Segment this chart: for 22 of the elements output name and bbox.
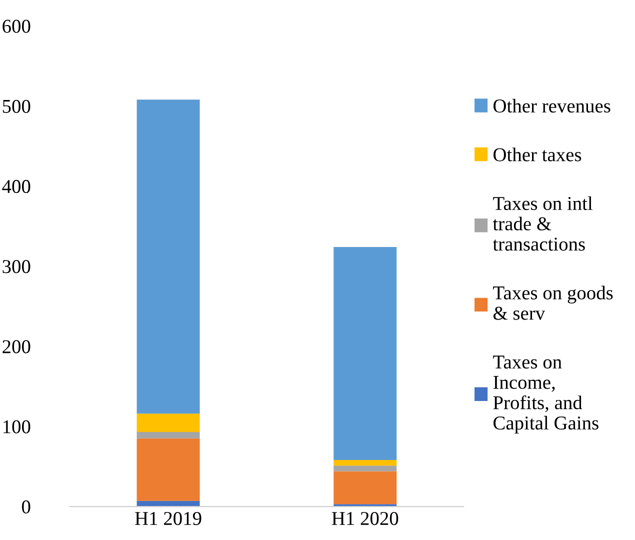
- x-tick-label: H1 2019: [135, 512, 202, 526]
- y-tick-label: 300: [2, 260, 30, 274]
- bar: [136, 432, 200, 438]
- y-tick-label: 400: [2, 180, 30, 194]
- bar: [334, 466, 397, 472]
- bar: [334, 471, 397, 504]
- legend-label: Taxes on intl trade & transactions: [492, 196, 592, 251]
- y-tick-label: 0: [22, 500, 30, 514]
- bar: [136, 100, 200, 414]
- bar: [334, 246, 397, 460]
- bar: [334, 460, 397, 466]
- bar: [136, 414, 200, 432]
- legend-label: Taxes on goods & serv: [493, 286, 613, 320]
- legend-label: Other taxes: [494, 148, 582, 162]
- y-tick-label: 100: [4, 420, 30, 434]
- x-tick-label: H1 2020: [332, 512, 398, 526]
- y-tick-label: 600: [2, 20, 30, 33]
- legend-label: Taxes on Income, Profits, and Capital Gains: [493, 356, 598, 434]
- y-tick-label: 500: [2, 100, 30, 113]
- y-tick-label: 200: [2, 340, 30, 354]
- bar: [136, 438, 200, 501]
- legend-label: Other revenues: [494, 98, 610, 113]
